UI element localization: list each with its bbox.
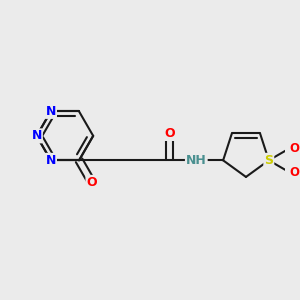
Text: N: N [46, 105, 56, 118]
Text: N: N [32, 129, 42, 142]
Text: O: O [164, 127, 175, 140]
Text: O: O [86, 176, 97, 189]
Text: NH: NH [186, 154, 207, 167]
Text: O: O [290, 166, 300, 179]
Text: S: S [264, 154, 273, 167]
Text: N: N [46, 154, 56, 167]
Text: O: O [290, 142, 300, 155]
